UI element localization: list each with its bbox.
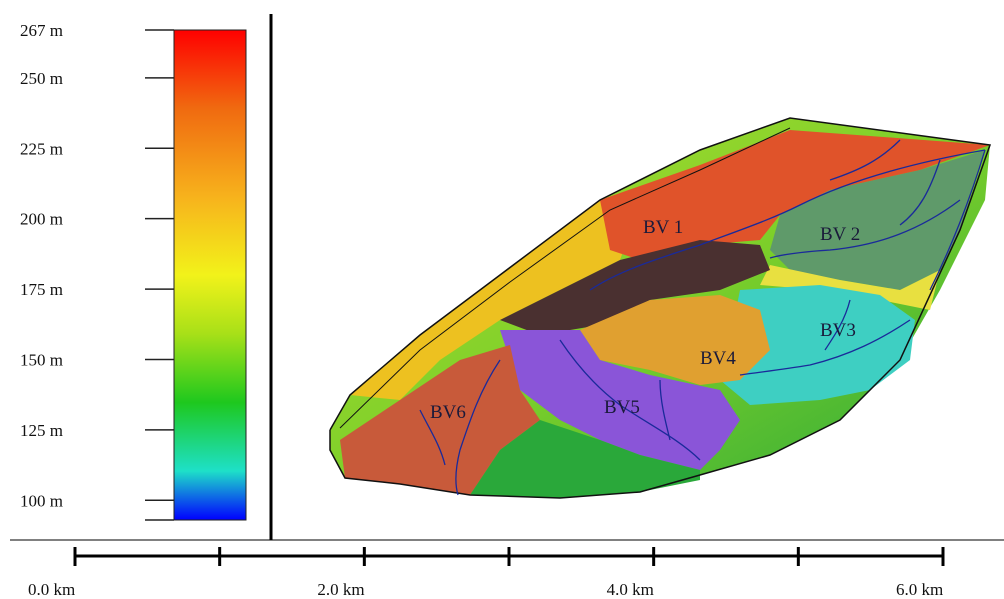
river-network [419, 139, 986, 496]
label-bv5: BV5 [604, 397, 640, 418]
basin-bv1 [600, 130, 990, 260]
label-bv1: BV 1 [643, 217, 683, 238]
legend-tick-label: 125 m [20, 421, 63, 440]
scale-ticks [73, 547, 945, 566]
river-main-bv1 [589, 149, 986, 291]
scale-label: 4.0 km [607, 580, 654, 599]
scale-labels: 0.0 km 2.0 km 4.0 km 6.0 km [28, 580, 943, 599]
river-east-edge [929, 149, 986, 291]
label-bv4: BV4 [700, 348, 736, 369]
scale-label: 0.0 km [28, 580, 75, 599]
scale-bar: 0.0 km 2.0 km 4.0 km 6.0 km [10, 539, 1004, 599]
scale-label: 2.0 km [317, 580, 364, 599]
river-bv3-tributary [824, 299, 851, 351]
legend-tick-label: 200 m [20, 210, 63, 229]
legend-tick-label: 150 m [20, 350, 63, 369]
legend-tick-label: 175 m [20, 280, 63, 299]
basin-labels: BV 1 BV 2 BV3 BV4 BV5 BV6 [430, 217, 860, 423]
basin-bv6 [340, 345, 540, 495]
nw-slope [350, 200, 640, 400]
label-bv2: BV 2 [820, 224, 860, 245]
legend-color-bar [173, 29, 247, 521]
legend-tick-label: 225 m [20, 139, 63, 158]
outline-inner [339, 127, 791, 429]
river-bv2 [769, 199, 961, 259]
river-bv3 [739, 319, 911, 376]
river-bv5-tributary [659, 379, 671, 441]
river-bv1-tributary [829, 139, 901, 181]
yellow-belt [760, 265, 940, 310]
scale-label: 6.0 km [896, 580, 943, 599]
river-bv6 [455, 359, 501, 496]
basin-bv4 [580, 295, 770, 385]
river-bv5 [559, 339, 701, 461]
basin-bv2 [770, 150, 985, 290]
elevation-legend: 267 m 250 m 225 m 200 m 175 m 150 m 125 m 100 m [20, 14, 273, 540]
catchment-outline [329, 117, 992, 499]
map-area: BV 1 BV 2 BV3 BV4 BV5 BV6 [329, 117, 992, 499]
legend-tick-label: 250 m [20, 69, 63, 88]
basin-bv5 [500, 330, 740, 470]
river-bv6-tributary [419, 409, 446, 466]
label-bv6: BV6 [430, 402, 466, 423]
label-bv3: BV3 [820, 320, 856, 341]
river-bv2-tributary [899, 159, 941, 226]
basin-bv3 [720, 285, 915, 405]
legend-tick-label: 100 m [20, 491, 63, 510]
south-slope [470, 420, 700, 498]
legend-tick-label: 267 m [20, 21, 63, 40]
legend-ticks: 267 m 250 m 225 m 200 m 175 m 150 m 125 m 100 m [20, 21, 174, 521]
basin-dark [500, 240, 770, 335]
